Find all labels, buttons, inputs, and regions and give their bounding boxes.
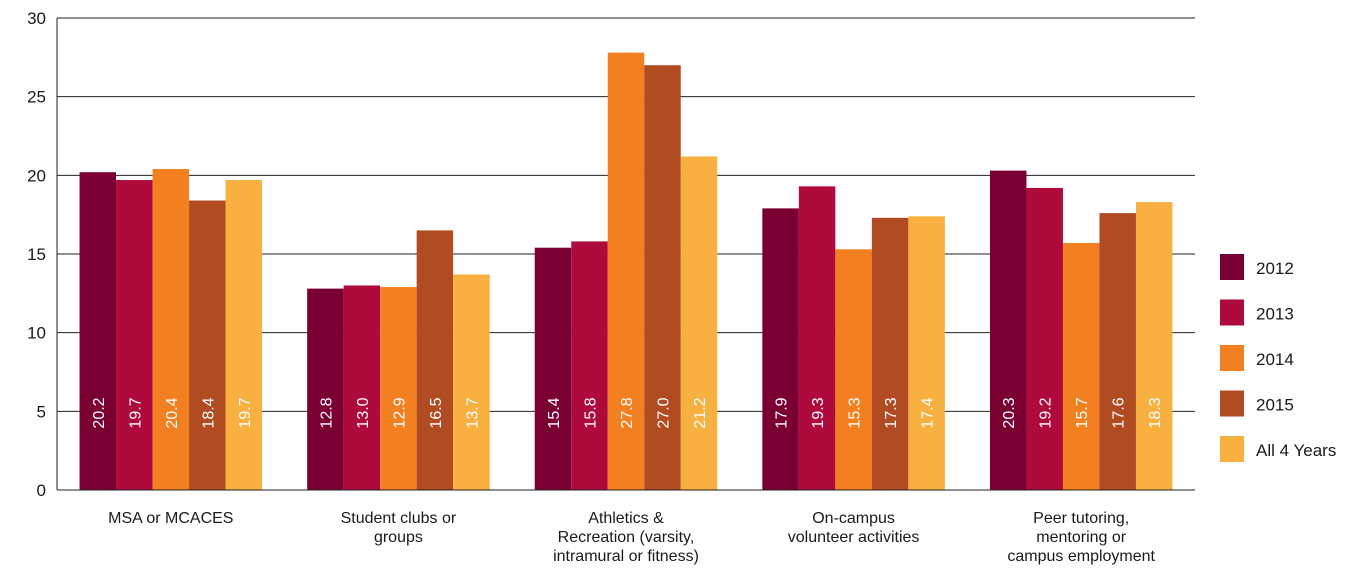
- category-label-line: Recreation (varsity,: [558, 529, 695, 546]
- category-label-line: MSA or MCACES: [108, 510, 233, 527]
- data-label: 17.9: [774, 397, 791, 428]
- bar: [416, 230, 454, 490]
- data-label: 21.2: [692, 397, 709, 428]
- legend-label: 2014: [1256, 350, 1294, 369]
- bar: [644, 65, 681, 490]
- y-tick-label: 10: [27, 324, 46, 343]
- bar: [380, 287, 417, 490]
- x-axis: [56, 18, 1195, 491]
- category-label-line: Student clubs or: [341, 510, 457, 527]
- bar: [307, 288, 344, 490]
- data-label: 27.8: [619, 397, 636, 428]
- category-label-line: mentoring or: [1036, 529, 1126, 546]
- legend-swatch: [1220, 254, 1244, 280]
- bar: [908, 216, 945, 491]
- bar: [1062, 242, 1100, 490]
- data-label: 20.2: [91, 397, 108, 428]
- category-label: Athletics & Recreation (varsity, intramura…: [553, 510, 699, 565]
- legend-swatch: [1220, 390, 1244, 417]
- y-tick-label: 5: [37, 402, 46, 421]
- category-label: MSA or MCACES: [108, 510, 233, 527]
- category-label-line: Peer tutoring,: [1033, 510, 1129, 527]
- bar: [453, 274, 490, 490]
- bar: [343, 285, 381, 490]
- category-label: Peer tutoring, mentoring or campus employm…: [1007, 510, 1155, 565]
- legend-label: 2015: [1256, 396, 1294, 415]
- bar: [1026, 187, 1063, 491]
- category-labels: MSA or MCACES Student clubs or groups Athle…: [108, 510, 1155, 565]
- bar: [871, 217, 909, 490]
- data-label: 20.4: [164, 397, 181, 428]
- data-label: 18.4: [200, 397, 217, 428]
- bar: [189, 200, 226, 491]
- bar: [835, 249, 872, 490]
- y-tick-label: 25: [27, 88, 46, 107]
- legend-label: 2013: [1256, 305, 1294, 324]
- bar: [1135, 202, 1173, 490]
- data-labels: 20.2 19.7 20.4 18.4 19.7 12.8 13.0 12.9 16.5 13.7…: [91, 397, 1164, 428]
- data-label: 19.3: [810, 397, 827, 428]
- data-label: 17.4: [920, 397, 937, 428]
- data-label: 13.7: [464, 397, 481, 428]
- y-tick-label: 0: [37, 481, 46, 500]
- data-label: 17.3: [883, 397, 900, 428]
- y-axis-ticks: 0 5 10 15 20 25 30: [27, 9, 46, 500]
- legend-label: All 4 Years: [1256, 441, 1336, 460]
- bar: [762, 208, 799, 490]
- data-label: 15.3: [847, 397, 864, 428]
- data-label: 16.5: [428, 397, 445, 428]
- category-label-line: On-campus: [812, 510, 895, 527]
- category-label: Student clubs or groups: [341, 510, 457, 546]
- bar: [571, 241, 608, 490]
- bar: [798, 186, 836, 490]
- category-label-line: Athletics &: [588, 510, 664, 527]
- data-label: 12.9: [391, 397, 408, 428]
- bar: [534, 247, 572, 490]
- bar: [79, 172, 117, 491]
- data-label: 18.3: [1147, 397, 1164, 428]
- category-label-line: intramural or fitness): [553, 548, 699, 565]
- y-tick-label: 15: [27, 245, 46, 264]
- data-label: 15.8: [583, 397, 600, 428]
- bar: [152, 169, 190, 491]
- data-label: 19.2: [1038, 397, 1055, 428]
- data-label: 12.8: [318, 397, 335, 428]
- data-label: 27.0: [656, 397, 673, 428]
- category-label-line: campus employment: [1007, 548, 1155, 565]
- data-label: 15.4: [546, 397, 563, 428]
- data-label: 13.0: [355, 397, 372, 428]
- legend-swatch: [1220, 436, 1244, 462]
- category-label-line: volunteer activities: [788, 529, 920, 546]
- bar: [989, 170, 1027, 490]
- category-label: On-campus volunteer activities: [788, 510, 920, 546]
- category-label-line: groups: [374, 529, 423, 546]
- data-label: 15.7: [1074, 397, 1091, 428]
- data-label: 20.3: [1001, 397, 1018, 428]
- bars: [79, 52, 1173, 491]
- legend-swatch: [1220, 299, 1244, 326]
- legend-swatch: [1220, 345, 1244, 371]
- bar: [680, 156, 718, 490]
- bar: [116, 180, 153, 490]
- bar: [607, 52, 645, 490]
- legend-label: 2012: [1256, 259, 1294, 278]
- legend: 2012 2013 2014 2015 All 4 Years: [1220, 254, 1336, 462]
- bar: [225, 180, 263, 490]
- y-tick-label: 30: [27, 9, 46, 28]
- y-tick-label: 20: [27, 166, 46, 185]
- data-label: 19.7: [237, 397, 254, 428]
- data-label: 19.7: [127, 397, 144, 428]
- data-label: 17.6: [1111, 397, 1128, 428]
- bar: [1099, 213, 1136, 491]
